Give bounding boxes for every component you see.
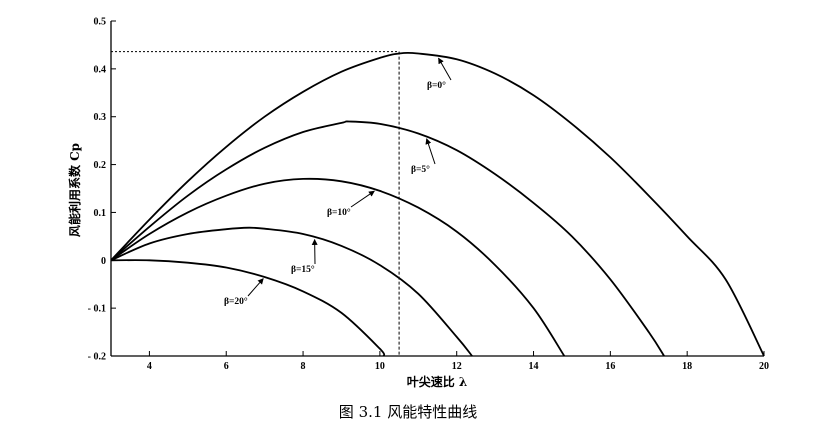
- x-tick-label: 20: [759, 361, 769, 372]
- chart-ticks: - 0.2 - 0.1 0 0.1 0.2 0.3 0.4 0.5 4 6 8 10 12 14 16 18 2…: [88, 17, 769, 373]
- x-axis-label: 叶尖速比 λ: [407, 374, 468, 389]
- annotation-label: β=15°: [291, 264, 315, 275]
- y-tick-label: 0.5: [94, 17, 107, 28]
- annotation-arrow: [350, 190, 375, 208]
- y-tick-label: 0.1: [94, 208, 107, 219]
- series-line-1: [110, 120, 665, 357]
- y-tick-label: - 0.2: [88, 352, 106, 363]
- chart-annotations: β=0° β=5° β=10° β=15° β=20°: [224, 57, 452, 307]
- y-tick-label: 0.2: [94, 160, 107, 171]
- x-tick-label: 8: [301, 361, 306, 372]
- series-line-3: [110, 226, 473, 357]
- annotation-arrow: [438, 57, 452, 81]
- annotation-label: β=10°: [327, 207, 351, 218]
- annotation-arrow: [425, 138, 436, 165]
- x-tick-label: 4: [147, 361, 152, 372]
- y-tick-label: 0.4: [94, 64, 107, 75]
- series-line-0: [110, 52, 765, 357]
- y-tick-label: - 0.1: [88, 304, 106, 315]
- series-line-4: [110, 259, 386, 357]
- annotation-label: β=5°: [411, 164, 430, 175]
- chart-axes: [110, 21, 764, 357]
- annotation-arrow: [247, 278, 264, 297]
- x-tick-label: 14: [529, 361, 539, 372]
- figure-caption: 图 3.1 风能特性曲线: [338, 403, 478, 421]
- annotation-label: β=20°: [224, 296, 248, 307]
- x-tick-label: 16: [605, 361, 615, 372]
- reference-lines: [111, 51, 400, 356]
- series-line-2: [110, 177, 566, 357]
- x-tick-label: 18: [682, 361, 692, 372]
- x-tick-label: 6: [224, 361, 229, 372]
- annotation-label: β=0°: [427, 80, 446, 91]
- y-tick-label: 0.3: [94, 112, 107, 123]
- x-tick-label: 10: [375, 361, 385, 372]
- y-tick-label: 0: [101, 256, 106, 267]
- y-axis-label: 风能利用系数 Cp: [67, 143, 82, 237]
- x-tick-label: 12: [452, 361, 462, 372]
- chart-series: [110, 52, 765, 357]
